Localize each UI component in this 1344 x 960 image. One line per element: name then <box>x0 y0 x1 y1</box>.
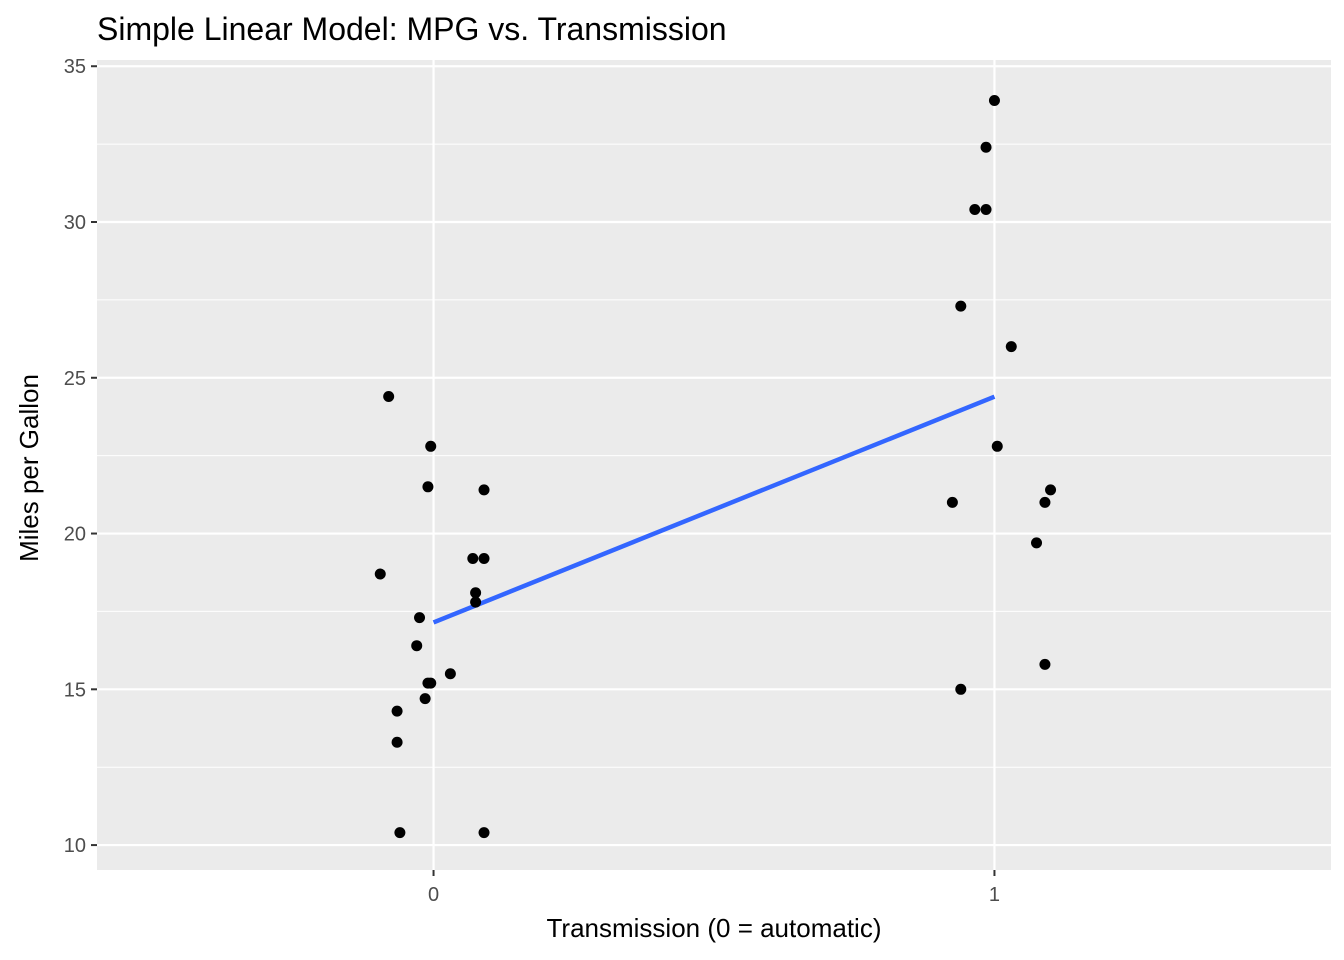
y-tick-label: 30 <box>64 212 86 234</box>
data-point <box>374 568 386 580</box>
data-point <box>383 390 395 402</box>
data-point <box>980 204 992 216</box>
data-point <box>478 552 490 564</box>
data-point <box>1039 658 1051 670</box>
y-tick-label: 20 <box>64 524 86 546</box>
data-point <box>478 827 490 839</box>
chart-title: Simple Linear Model: MPG vs. Transmissio… <box>97 11 727 47</box>
data-point <box>467 552 479 564</box>
data-point <box>419 693 431 705</box>
x-axis-title: Transmission (0 = automatic) <box>547 913 882 943</box>
data-point <box>980 141 992 153</box>
data-point <box>444 668 456 680</box>
data-point <box>955 683 967 695</box>
data-points <box>374 95 1057 839</box>
data-point <box>394 827 406 839</box>
data-point <box>955 300 967 312</box>
data-point <box>422 677 434 689</box>
major-gridlines <box>97 60 1331 870</box>
minor-gridlines <box>97 143 1331 768</box>
data-point <box>988 95 1000 106</box>
y-axis: 10 15 20 25 30 35 <box>64 56 97 857</box>
y-tick-label: 35 <box>64 56 86 78</box>
data-point <box>470 596 482 608</box>
data-point <box>1039 496 1051 508</box>
plot-panel <box>97 60 1331 870</box>
data-point <box>470 587 482 599</box>
y-tick-label: 10 <box>64 835 86 857</box>
data-point <box>411 640 423 652</box>
data-point <box>991 440 1003 452</box>
y-tick-label: 25 <box>64 368 86 390</box>
data-point <box>422 481 434 493</box>
data-point <box>478 484 490 496</box>
x-tick-label: 0 <box>428 884 439 906</box>
data-point <box>391 736 403 748</box>
data-point <box>391 705 403 717</box>
data-point <box>1005 341 1017 353</box>
data-point <box>1031 537 1043 549</box>
data-point <box>414 612 426 624</box>
data-point <box>969 204 981 216</box>
data-point <box>946 496 958 508</box>
data-point <box>1045 484 1057 496</box>
regression-line <box>432 394 996 625</box>
y-axis-title: Miles per Gallon <box>14 374 44 562</box>
data-point <box>425 440 437 452</box>
y-tick-label: 15 <box>64 679 86 701</box>
x-tick-label: 1 <box>989 884 1000 906</box>
regression-line-layer <box>432 394 996 625</box>
